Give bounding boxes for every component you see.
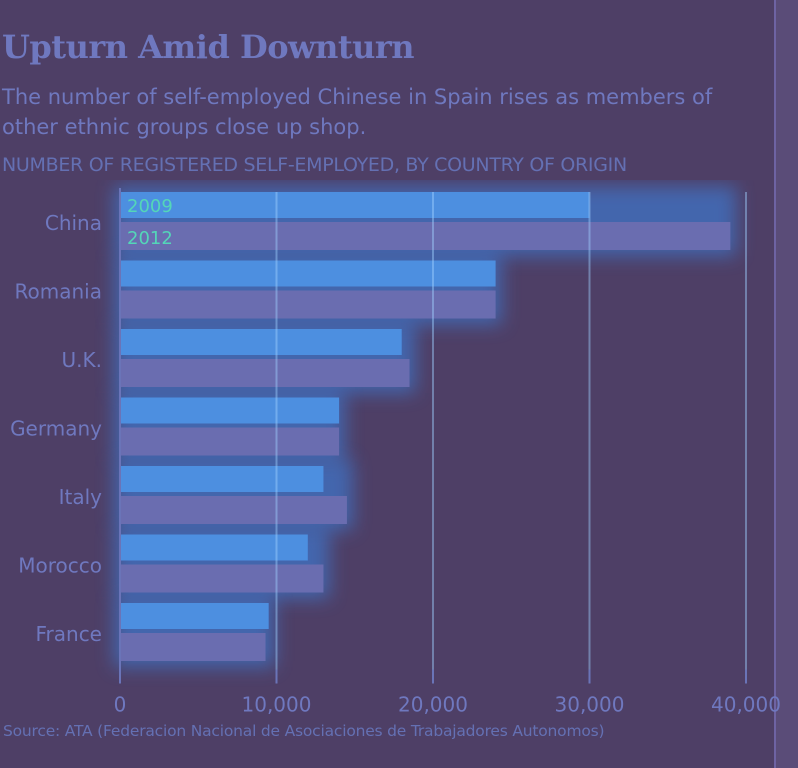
bar-2009-romania [120, 260, 496, 287]
category-label: Morocco [18, 554, 102, 578]
x-tick-label: 10,000 [242, 693, 312, 717]
legend-2009: 2009 [127, 196, 173, 217]
bar-chart: China Romania U.K. Germany Italy Morocco Franc… [10, 186, 780, 717]
bar-2009-china [120, 192, 590, 218]
x-tick-label: 0 [114, 693, 127, 717]
bar-2012-germany [120, 427, 340, 456]
bar-2012-morocco [120, 564, 324, 593]
bar-2009-uk [120, 329, 402, 355]
right-edge-strip [774, 0, 798, 768]
x-tick-label: 30,000 [555, 693, 625, 717]
x-tick-label: 40,000 [711, 693, 780, 717]
source-note: Source: ATA (Federacion Nacional de Asoc… [3, 722, 605, 740]
bar-2012-france [120, 633, 266, 661]
category-label: France [35, 622, 102, 646]
bar-2009-morocco [120, 534, 308, 561]
bar-2012-italy [120, 496, 347, 524]
bar-2012-china [120, 222, 731, 250]
chart-title: Upturn Amid Downturn [2, 28, 415, 66]
category-label: Italy [59, 485, 103, 509]
bar-2012-romania [120, 290, 496, 319]
legend-2012: 2012 [127, 228, 173, 249]
chart-subtitle: The number of self-employed Chinese in S… [2, 85, 713, 139]
category-label: China [45, 211, 102, 235]
category-label: Germany [10, 417, 102, 441]
category-label: Romania [15, 280, 102, 304]
bar-2009-france [120, 603, 269, 629]
x-tick-label: 20,000 [398, 693, 468, 717]
bar-2009-italy [120, 466, 324, 492]
axis-title: NUMBER OF REGISTERED SELF-EMPLOYED, BY C… [2, 154, 627, 176]
category-label: U.K. [62, 348, 102, 372]
bar-2012-uk [120, 359, 410, 387]
bar-2009-germany [120, 397, 340, 424]
